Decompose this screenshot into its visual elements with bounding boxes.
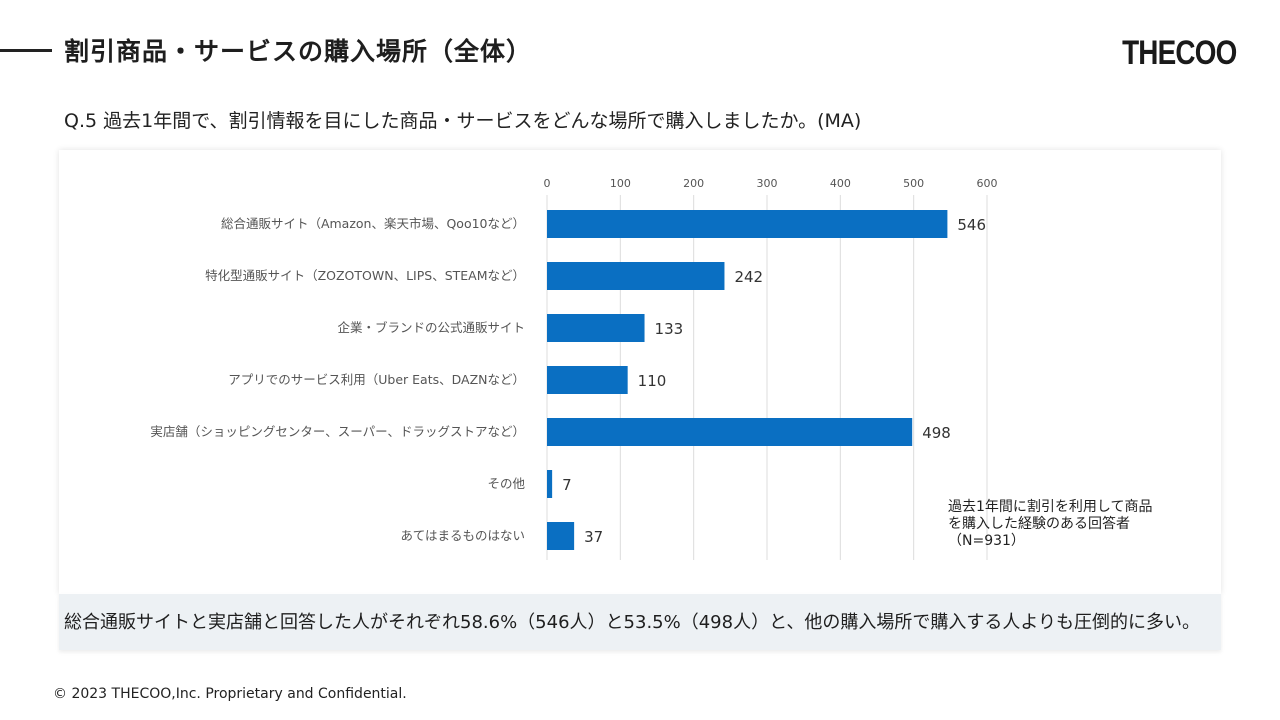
data-label: 110 [638, 372, 667, 390]
copyright-footer: © 2023 THECOO,Inc. Proprietary and Confi… [53, 686, 407, 702]
bar [547, 522, 575, 550]
x-tick-label: 200 [683, 177, 704, 190]
category-label: 特化型通販サイト（ZOZOTOWN、LIPS、STEAMなど） [205, 268, 525, 283]
chart-panel: 0 100 200 300 400 500 600 総合通販サイト（Amazon、楽天市場、Q… [59, 150, 1221, 594]
x-tick-label: 0 [544, 177, 551, 190]
category-label: 企業・ブランドの公式通販サイト [337, 320, 525, 335]
data-label: 37 [584, 528, 603, 546]
thecoo-logo: THECOO [1121, 34, 1237, 72]
data-label: 242 [734, 268, 763, 286]
data-label: 546 [957, 216, 986, 234]
x-tick-label: 500 [903, 177, 924, 190]
bar [547, 418, 913, 446]
sample-note: 過去1年間に割引を利用して商品 を購入した経験のある回答者 （N=931） [948, 499, 1153, 550]
bar [547, 262, 725, 290]
bar [547, 366, 628, 394]
summary-text: 総合通販サイトと実店舗と回答した人がそれぞれ58.6%（546人）と53.5%（… [64, 612, 1200, 633]
bar [547, 210, 948, 238]
page-title: 割引商品・サービスの購入場所（全体） [64, 37, 533, 66]
note-line-3: （N=931） [948, 533, 1025, 549]
data-label: 7 [562, 476, 572, 494]
bar [547, 314, 645, 342]
note-line-2: を購入した経験のある回答者 [948, 516, 1130, 532]
note-line-1: 過去1年間に割引を利用して商品 [948, 499, 1153, 515]
category-label: アプリでのサービス利用（Uber Eats、DAZNなど） [228, 372, 525, 387]
summary-box: 総合通販サイトと実店舗と回答した人がそれぞれ58.6%（546人）と53.5%（… [59, 594, 1221, 650]
data-label: 133 [655, 320, 684, 338]
category-label: 総合通販サイト（Amazon、楽天市場、Qoo10など） [221, 216, 525, 231]
title-rule [0, 49, 52, 52]
category-label: あてはまるものはない [400, 528, 525, 543]
x-tick-label: 600 [977, 177, 998, 190]
x-tick-label: 300 [757, 177, 778, 190]
category-label: 実店舗（ショッピングセンター、スーパー、ドラッグストアなど） [150, 424, 525, 439]
bar [547, 470, 553, 498]
x-tick-label: 100 [610, 177, 631, 190]
data-label: 498 [922, 424, 951, 442]
bar-chart: 0 100 200 300 400 500 600 総合通販サイト（Amazon、楽天市場、Q… [150, 177, 998, 560]
category-label: その他 [487, 476, 525, 491]
x-tick-label: 400 [830, 177, 851, 190]
question-text: Q.5 過去1年間で、割引情報を目にした商品・サービスをどんな場所で購入しました… [64, 110, 862, 132]
